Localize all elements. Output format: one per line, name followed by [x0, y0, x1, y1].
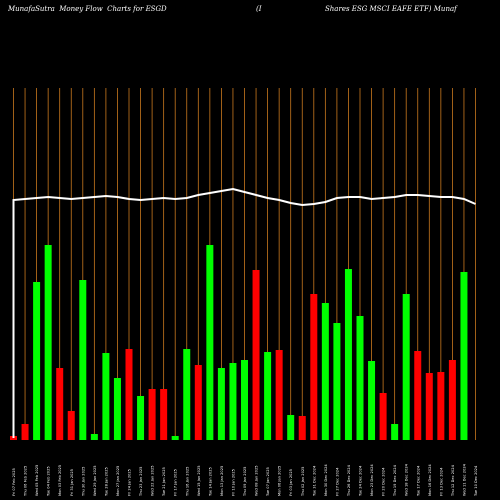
- x-tick-label: Thu 06 Feb 2025: [24, 466, 28, 497]
- bar-down: [125, 349, 133, 440]
- x-tick-label: Fri 07 Feb 2025: [12, 468, 16, 496]
- x-tick-label: Thu 02 Jan 2025: [301, 467, 305, 497]
- x-tick-label: Thu 16 Jan 2025: [185, 467, 189, 497]
- bar-up: [102, 353, 110, 440]
- price-line: [12, 187, 476, 438]
- x-tick-label: Fri 27 Dec 2024: [335, 467, 339, 496]
- bar-up: [241, 360, 248, 440]
- x-tick-label: Mon 27 Jan 2025: [116, 466, 120, 496]
- bar-down: [148, 389, 156, 440]
- bar-up: [229, 363, 237, 440]
- bar-up: [356, 316, 364, 440]
- x-tick-label: Thu 30 Jan 2025: [81, 467, 85, 497]
- bar-up: [287, 415, 295, 440]
- bar-up: [217, 368, 225, 440]
- bar-down: [437, 372, 445, 440]
- header-right: Shares ESG MSCI EAFE ETF) Munaf: [325, 5, 457, 13]
- bar-down: [56, 368, 64, 440]
- bar-up: [171, 436, 179, 440]
- x-tick-label: Tue 14 Jan 2025: [208, 467, 212, 497]
- bar-down: [67, 411, 75, 440]
- x-tick-label: Wed 08 Jan 2025: [255, 465, 259, 496]
- x-tick-label: Wed 05 Feb 2025: [35, 465, 39, 496]
- x-tick-label: Tue 31 Dec 2024: [312, 465, 316, 497]
- x-tick-label: Tue 24 Dec 2024: [359, 465, 363, 497]
- bar-up: [402, 294, 410, 440]
- x-tick-label: Fri 31 Jan 2025: [70, 469, 74, 496]
- x-tick-label: Thu 23 Jan 2025: [139, 467, 143, 497]
- x-tick-label: Mon 23 Dec 2024: [370, 464, 374, 496]
- bar-up: [460, 272, 468, 440]
- x-tick-label: Fri 20 Dec 2024: [382, 467, 386, 496]
- x-tick-label: Tue 07 Jan 2025: [266, 467, 270, 497]
- x-tick-label: Fri 13 Dec 2024: [439, 467, 443, 496]
- bar-down: [194, 365, 202, 440]
- x-tick-label: Tue 28 Jan 2025: [104, 467, 108, 497]
- x-tick-label: Wed 29 Jan 2025: [93, 465, 97, 496]
- bar-up: [113, 378, 121, 440]
- x-tick-label: Tue 17 Dec 2024: [416, 465, 420, 497]
- bar-up: [44, 245, 52, 440]
- bar-down: [448, 360, 456, 440]
- header-mid: (I: [256, 5, 262, 13]
- bar-down: [21, 424, 29, 440]
- x-tick-label: Mon 13 Jan 2025: [220, 466, 224, 496]
- bars-group: [10, 245, 468, 440]
- bar-up: [344, 269, 352, 440]
- bar-down: [310, 294, 318, 440]
- bar-up: [90, 434, 98, 440]
- bar-up: [368, 361, 376, 440]
- x-tick-label: Wed 18 Dec 2024: [405, 463, 409, 496]
- chart-header: MunafaSutra Money Flow Charts for ESGD (…: [8, 5, 500, 19]
- header-left: MunafaSutra Money Flow Charts for ESGD: [8, 5, 167, 13]
- bar-down: [425, 373, 433, 440]
- x-tick-label: Wed 11 Dec 2024: [462, 463, 466, 496]
- bar-down: [414, 351, 422, 440]
- x-tick-label: Thu 19 Dec 2024: [393, 464, 397, 497]
- bar-down: [275, 350, 283, 440]
- bar-down: [298, 416, 306, 440]
- x-tick-label: Fri 03 Jan 2025: [289, 469, 293, 496]
- bar-up: [391, 424, 399, 440]
- x-tick-label: Mon 03 Feb 2025: [58, 465, 62, 496]
- x-tick-label: Tue 10 Dec 2024: [474, 465, 478, 497]
- x-tick-label: Mon 30 Dec 2024: [324, 464, 328, 496]
- bar-down: [379, 393, 387, 440]
- bar-up: [183, 349, 191, 440]
- x-tick-label: Tue 04 Feb 2025: [47, 466, 51, 497]
- x-tick-label: Mon 06 Jan 2025: [278, 466, 282, 496]
- bar-down: [160, 389, 168, 440]
- bar-up: [333, 323, 341, 440]
- x-tick-label: Thu 09 Jan 2025: [243, 467, 247, 497]
- bar-up: [321, 303, 329, 440]
- bar-up: [33, 282, 41, 440]
- x-tick-label: Mon 16 Dec 2024: [428, 464, 432, 496]
- x-tick-label: Tue 21 Jan 2025: [162, 467, 166, 497]
- bar-up: [264, 352, 272, 440]
- bar-up: [137, 396, 145, 440]
- x-axis-labels: Fri 07 Feb 2025 Thu 06 Feb 2025 Wed 05 Feb…: [12, 463, 478, 497]
- x-tick-label: Fri 10 Jan 2025: [231, 469, 235, 496]
- x-tick-label: Fri 17 Jan 2025: [174, 469, 178, 496]
- bar-up: [79, 280, 87, 440]
- x-tick-label: Wed 15 Jan 2025: [197, 465, 201, 496]
- x-tick-label: Thu 12 Dec 2024: [451, 464, 455, 497]
- x-tick-label: Wed 22 Jan 2025: [151, 465, 155, 496]
- x-tick-label: Thu 26 Dec 2024: [347, 464, 351, 497]
- bar-up: [206, 245, 214, 440]
- bar-down: [252, 270, 260, 440]
- x-tick-label: Fri 24 Jan 2025: [128, 469, 132, 496]
